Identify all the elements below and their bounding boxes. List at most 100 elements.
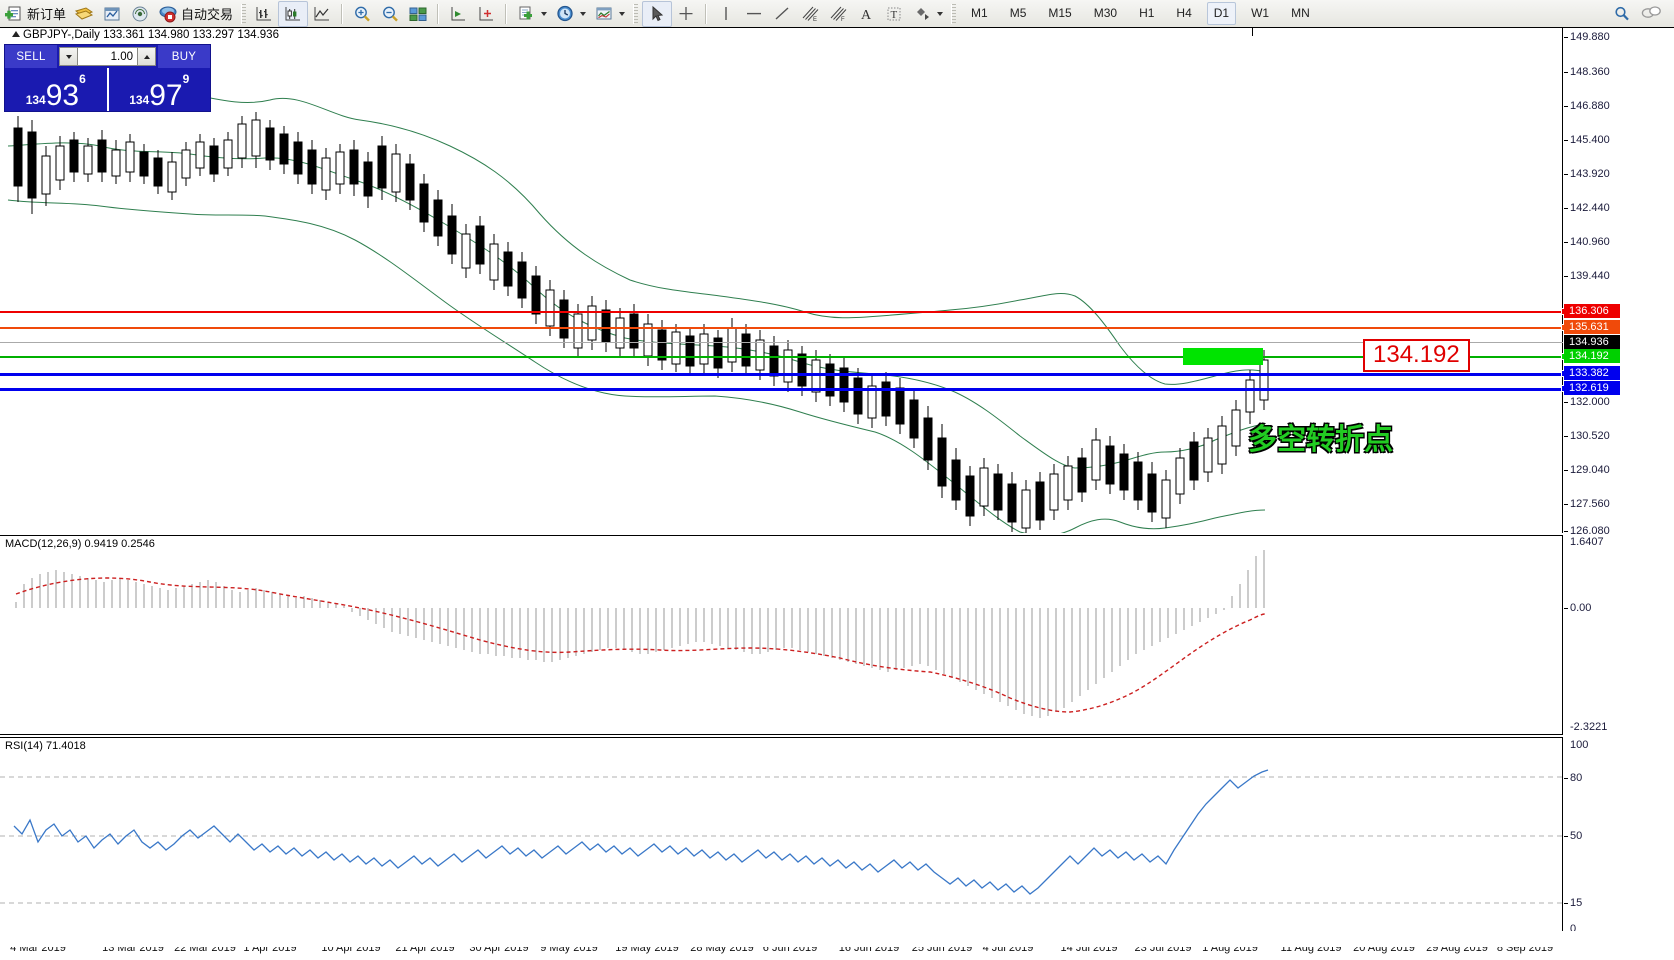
price-label-132619[interactable]: 132.619 [1564, 381, 1620, 395]
timeframe-m5[interactable]: M5 [999, 2, 1038, 26]
timeframe-d1[interactable]: D1 [1203, 2, 1240, 26]
timeframe-m30-label: M30 [1093, 6, 1118, 20]
rsi-axis[interactable]: 100 80 50 15 0 [1564, 737, 1674, 937]
level-line-134192[interactable] [0, 353, 1568, 360]
autotrading-label: 自动交易 [181, 7, 234, 22]
price-chart-svg [7, 80, 1269, 533]
sell-button[interactable]: SELL [5, 45, 57, 68]
hline-icon [744, 4, 764, 24]
volume-stepper[interactable]: 1.00 [59, 47, 156, 66]
timeframe-m30[interactable]: M30 [1083, 2, 1128, 26]
level-line-136306[interactable] [0, 308, 1568, 315]
text-button[interactable]: T [880, 2, 908, 26]
line-chart-button[interactable] [308, 2, 336, 26]
crosshair-button[interactable] [672, 2, 700, 26]
macd-axis[interactable]: 1.6407 0.00 -2.3221 [1564, 535, 1674, 735]
timeframe-h1[interactable]: H1 [1128, 2, 1165, 26]
chart-note-annotation[interactable]: 多空转折点 [1248, 416, 1393, 458]
sell-price[interactable]: 134 93 6 [5, 68, 107, 111]
chat-button[interactable] [1636, 2, 1664, 26]
toolbar-separator-4 [705, 3, 708, 24]
buy-button[interactable]: BUY [158, 45, 210, 68]
vertical-line-button[interactable] [712, 2, 740, 26]
equidistant-channel-button[interactable]: E [796, 2, 824, 26]
rsi-pane[interactable]: RSI(14) 71.4018 [0, 737, 1563, 937]
macd-label-text: MACD(12,26,9) 0.9419 0.2546 [5, 538, 155, 550]
navigator-button[interactable] [126, 2, 154, 26]
shift-start-icon [448, 4, 468, 24]
period-button[interactable] [551, 2, 590, 26]
level-line-133382[interactable] [0, 370, 1568, 377]
crosshair-icon [676, 4, 696, 24]
timeframe-h4[interactable]: H4 [1165, 2, 1202, 26]
market-watch-button[interactable] [98, 2, 126, 26]
new-order-button[interactable]: 新订单 [0, 2, 70, 26]
price-label-135631[interactable]: 135.631 [1564, 320, 1620, 334]
price-tag-annotation[interactable]: 134.192 [1363, 339, 1470, 373]
market-watch-icon [102, 4, 122, 24]
svg-text:E: E [813, 17, 817, 23]
price-label-133382[interactable]: 133.382 [1564, 366, 1620, 380]
shapes-chevron-down-icon[interactable] [937, 11, 944, 16]
timeframe-mn[interactable]: MN [1280, 2, 1321, 26]
fibonacci-button[interactable]: F [824, 2, 852, 26]
level-line-135631[interactable] [0, 324, 1568, 331]
timeframe-m1[interactable]: M1 [960, 2, 999, 26]
volume-increment-button[interactable] [137, 47, 156, 66]
one-click-trading-panel[interactable]: SELL 1.00 BUY 134 93 6 134 97 9 [4, 44, 211, 112]
bar-chart-button[interactable] [250, 2, 278, 26]
navigator-icon [130, 4, 150, 24]
toolbar-grip-2[interactable] [633, 3, 639, 24]
zoom-out-button[interactable] [376, 2, 404, 26]
templates-button[interactable] [512, 2, 551, 26]
toolbar-grip-3[interactable] [951, 3, 957, 24]
tile-windows-icon [408, 4, 428, 24]
level-line-132619[interactable] [0, 385, 1568, 392]
symbol-ohlc-text: GBPJPY-,Daily 133.361 134.980 133.297 13… [23, 29, 279, 41]
buy-price[interactable]: 134 97 9 [109, 68, 211, 111]
rsi-tick-1: 80 [1570, 772, 1583, 784]
candles-chart-button[interactable] [278, 0, 309, 27]
volume-decrement-button[interactable] [59, 47, 78, 66]
period-chevron-down-icon[interactable] [580, 11, 587, 16]
shift-end-button[interactable] [472, 2, 500, 26]
shapes-button[interactable] [908, 2, 947, 26]
oct-top-row: SELL 1.00 BUY [5, 45, 210, 68]
price-tick-7: 139.440 [1570, 270, 1610, 282]
price-axis[interactable]: 149.880 148.360 146.880 145.400 143.920 … [1564, 28, 1674, 537]
autotrading-button[interactable]: 自动交易 [154, 2, 237, 26]
price-label-136306[interactable]: 136.306 [1564, 304, 1620, 318]
shift-start-button[interactable] [444, 2, 472, 26]
indicators-button[interactable] [590, 2, 629, 26]
timeframe-m15[interactable]: M15 [1037, 2, 1082, 26]
horizontal-line-button[interactable] [740, 2, 768, 26]
chevron-down-icon [65, 54, 72, 59]
profiles-button[interactable] [70, 2, 98, 26]
price-tick-9: 132.000 [1570, 396, 1610, 408]
toolbar-grip-1[interactable] [241, 3, 247, 24]
search-button[interactable] [1608, 2, 1636, 26]
trendline-button[interactable] [768, 2, 796, 26]
price-pane[interactable]: GBPJPY-,Daily 133.361 134.980 133.297 13… [0, 28, 1568, 533]
buy-price-fraction: 9 [182, 72, 190, 86]
volume-input[interactable]: 1.00 [78, 47, 137, 66]
highlight-rectangle[interactable] [1183, 348, 1263, 365]
tile-windows-button[interactable] [404, 2, 432, 26]
level-line-current-134936 [0, 342, 1563, 343]
chart-area[interactable]: GBPJPY-,Daily 133.361 134.980 133.297 13… [0, 27, 1674, 954]
templates-chevron-down-icon[interactable] [541, 11, 548, 16]
timeframe-w1[interactable]: W1 [1240, 2, 1280, 26]
price-tick-2: 146.880 [1570, 100, 1610, 112]
macd-pane[interactable]: MACD(12,26,9) 0.9419 0.2546 [0, 535, 1563, 735]
cursor-button[interactable] [642, 0, 673, 27]
toolbar-separator-1 [341, 3, 344, 24]
timeframe-d1-label: D1 [1206, 2, 1237, 25]
collapse-triangle-icon[interactable] [12, 31, 20, 37]
price-label-134192[interactable]: 134.192 [1564, 349, 1620, 363]
price-tag-text: 134.192 [1373, 341, 1460, 368]
text-label-button[interactable]: A [852, 2, 880, 26]
zoom-in-button[interactable] [348, 2, 376, 26]
timeframe-h4-label: H4 [1176, 6, 1192, 20]
indicators-chevron-down-icon[interactable] [619, 11, 626, 16]
macd-tick-2: -2.3221 [1570, 721, 1608, 733]
